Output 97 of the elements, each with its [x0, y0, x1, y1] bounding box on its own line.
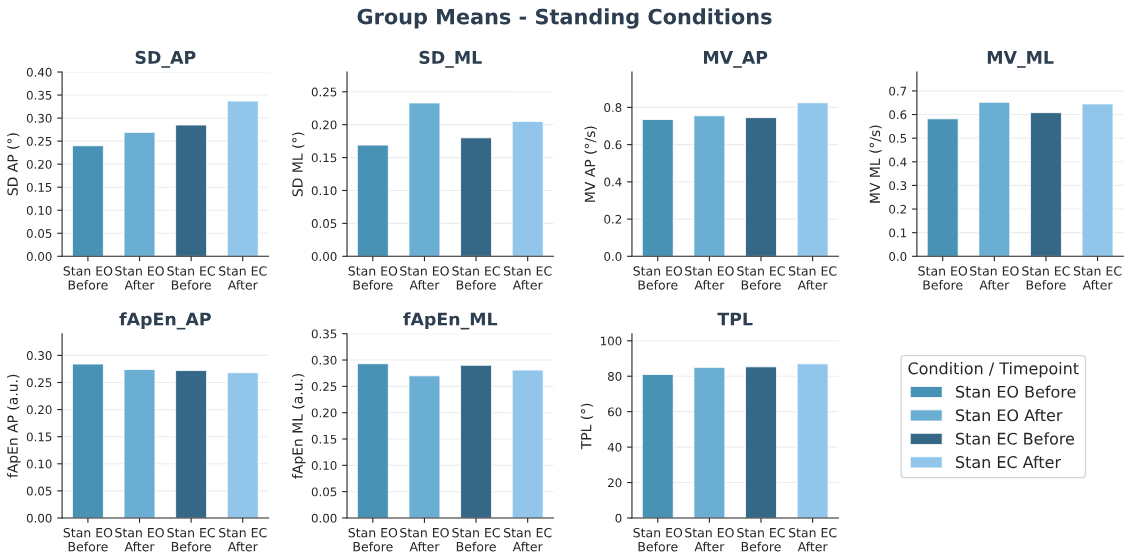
chart-title: fApEn_AP: [119, 312, 211, 330]
y-tick-label: 0.2: [889, 204, 906, 214]
y-tick-label: 0.15: [26, 182, 52, 192]
y-tick-label: 0.00: [311, 513, 337, 523]
y-tick-label: 0.5: [889, 133, 907, 143]
x-tick-label: Stan EO After: [685, 266, 734, 290]
chart-title: MV_AP: [704, 51, 768, 68]
y-tick-label: 0.20: [311, 408, 337, 418]
legend-label: Stan EO Before: [956, 385, 1076, 398]
x-tick-label: Stan EC Before: [737, 266, 785, 290]
y-axis-title: MV AP (°/s): [584, 126, 597, 202]
y-tick-label: 0.40: [26, 67, 52, 77]
chart-title: fApEn_ML: [403, 312, 498, 330]
y-tick-label: 40: [607, 442, 622, 452]
y-axis-title: fApEn AP (a.u.): [7, 374, 21, 478]
y-tick-label: 0.25: [311, 87, 337, 97]
chart-title: SD_AP: [135, 50, 196, 68]
y-tick-label: 0.6: [604, 140, 622, 150]
y-tick-label: 100: [601, 336, 622, 346]
y-axis-title: SD AP (°): [7, 133, 20, 196]
x-tick-label: Stan EC Before: [737, 527, 785, 552]
y-tick-label: 0.20: [26, 159, 52, 169]
y-tick-label: 0.8: [604, 103, 622, 113]
x-tick-label: Stan EC After: [504, 527, 552, 552]
y-tick-label: 0.15: [311, 434, 337, 444]
x-tick-label: Stan EC After: [788, 266, 837, 290]
x-tick-label: Stan EC After: [219, 266, 267, 290]
x-tick-label: Stan EO Before: [63, 527, 113, 552]
y-tick-label: 0.00: [26, 252, 52, 261]
y-tick-label: 0.05: [311, 487, 337, 497]
y-tick-label: 0.15: [311, 153, 337, 163]
legend-label: Stan EO After: [956, 408, 1063, 422]
x-tick-label: Stan EO Before: [63, 266, 113, 290]
y-tick-label: 0.4: [604, 177, 622, 187]
x-tick-label: Stan EO After: [115, 266, 164, 290]
y-tick-label: 0.30: [26, 351, 52, 361]
y-tick-label: 0.0: [604, 252, 622, 261]
x-tick-label: Stan EO After: [970, 266, 1019, 290]
x-tick-label: Stan EC Before: [1022, 266, 1070, 290]
y-tick-label: 0.10: [26, 205, 52, 215]
y-axis-title: TPL (°): [580, 403, 594, 450]
y-tick-label: 0.05: [311, 219, 337, 229]
y-axis-title: MV ML (°/s): [869, 125, 882, 203]
x-tick-label: Stan EO Before: [918, 266, 968, 290]
legend-title: Condition / Timepoint: [908, 362, 1079, 378]
x-tick-label: Stan EC Before: [452, 527, 500, 552]
x-tick-label: Stan EO After: [400, 527, 449, 552]
y-tick-label: 0.10: [311, 461, 337, 470]
y-tick-label: 20: [608, 478, 622, 488]
x-tick-label: Stan EC After: [788, 527, 837, 552]
y-tick-label: 0.20: [26, 405, 52, 415]
legend-label: Stan EC After: [956, 455, 1062, 469]
y-tick-label: 0.6: [889, 110, 907, 120]
y-tick-label: 0.25: [311, 382, 337, 392]
y-tick-label: 0.00: [26, 513, 52, 523]
x-tick-label: Stan EC Before: [167, 266, 215, 290]
y-tick-label: 0.15: [26, 432, 52, 442]
y-tick-label: 60: [608, 407, 622, 417]
x-tick-label: Stan EO After: [400, 266, 449, 290]
y-tick-label: 0.05: [26, 486, 52, 496]
x-tick-label: Stan EC After: [219, 527, 267, 552]
chart-title: MV_ML: [987, 51, 1054, 68]
x-tick-label: Stan EO After: [115, 527, 164, 552]
x-tick-label: Stan EO After: [685, 527, 734, 552]
chart-title: SD_ML: [419, 50, 482, 68]
y-tick-label: 0.10: [26, 459, 52, 469]
y-tick-label: 0.30: [26, 113, 52, 123]
x-tick-label: Stan EC Before: [167, 527, 215, 552]
y-tick-label: 0.7: [889, 86, 907, 96]
x-tick-label: Stan EO Before: [348, 527, 398, 552]
y-tick-label: 0.25: [26, 136, 52, 146]
x-tick-label: Stan EO Before: [633, 266, 683, 290]
y-tick-label: 0.20: [311, 120, 337, 130]
y-axis-title: fApEn ML (a.u.): [292, 373, 306, 479]
y-tick-label: 0.00: [311, 252, 337, 261]
y-tick-label: 0.05: [26, 228, 52, 238]
y-tick-label: 0.35: [26, 90, 52, 100]
y-tick-label: 0.1: [889, 228, 907, 238]
y-axis-title: SD ML (°): [292, 132, 305, 197]
y-tick-label: 0: [615, 513, 622, 523]
y-tick-label: 0.35: [311, 329, 337, 339]
x-tick-label: Stan EC After: [504, 266, 552, 290]
y-tick-label: 0.4: [889, 157, 907, 167]
y-tick-label: 0.3: [889, 181, 907, 191]
y-tick-label: 0.0: [889, 252, 907, 261]
y-tick-label: 0.10: [311, 186, 337, 196]
y-tick-label: 0.30: [311, 355, 337, 365]
chart-title: TPL: [717, 312, 753, 326]
x-tick-label: Stan EC After: [1073, 266, 1122, 290]
text: Group Means - Standing Conditions: [357, 8, 772, 29]
legend-label: Stan EC Before: [956, 432, 1075, 445]
y-tick-label: 80: [608, 371, 622, 381]
x-tick-label: Stan EO Before: [633, 527, 683, 552]
y-tick-label: 0.2: [604, 214, 622, 224]
y-tick-label: 0.25: [26, 378, 52, 388]
x-tick-label: Stan EC Before: [452, 266, 500, 290]
x-tick-label: Stan EO Before: [348, 266, 398, 290]
